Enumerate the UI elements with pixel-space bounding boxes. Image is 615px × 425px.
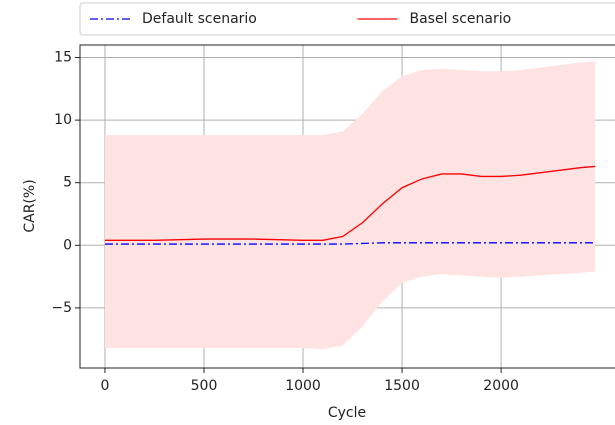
x-axis-label: Cycle	[328, 405, 366, 421]
y-tick-label: 15	[54, 50, 72, 66]
legend-box	[79, 2, 615, 36]
x-tick-label: 500	[191, 378, 218, 394]
y-tick-label: 5	[63, 175, 72, 191]
series-line	[104, 242, 596, 245]
legend-label: Basel scenario	[410, 11, 512, 27]
x-tick-label: 1500	[384, 378, 420, 394]
x-tick-label: 0	[100, 378, 109, 394]
y-tick-label: 0	[63, 237, 72, 253]
confidence-band	[104, 61, 596, 350]
x-tick-label: 1000	[285, 378, 321, 394]
series-line	[104, 165, 596, 241]
y-tick-label: −5	[51, 300, 72, 316]
plot-frame	[79, 44, 615, 369]
y-axis-label: CAR(%)	[22, 179, 38, 232]
legend-label: Default scenario	[142, 11, 257, 27]
x-tick-label: 2000	[483, 378, 519, 394]
y-tick-label: 10	[54, 112, 72, 128]
